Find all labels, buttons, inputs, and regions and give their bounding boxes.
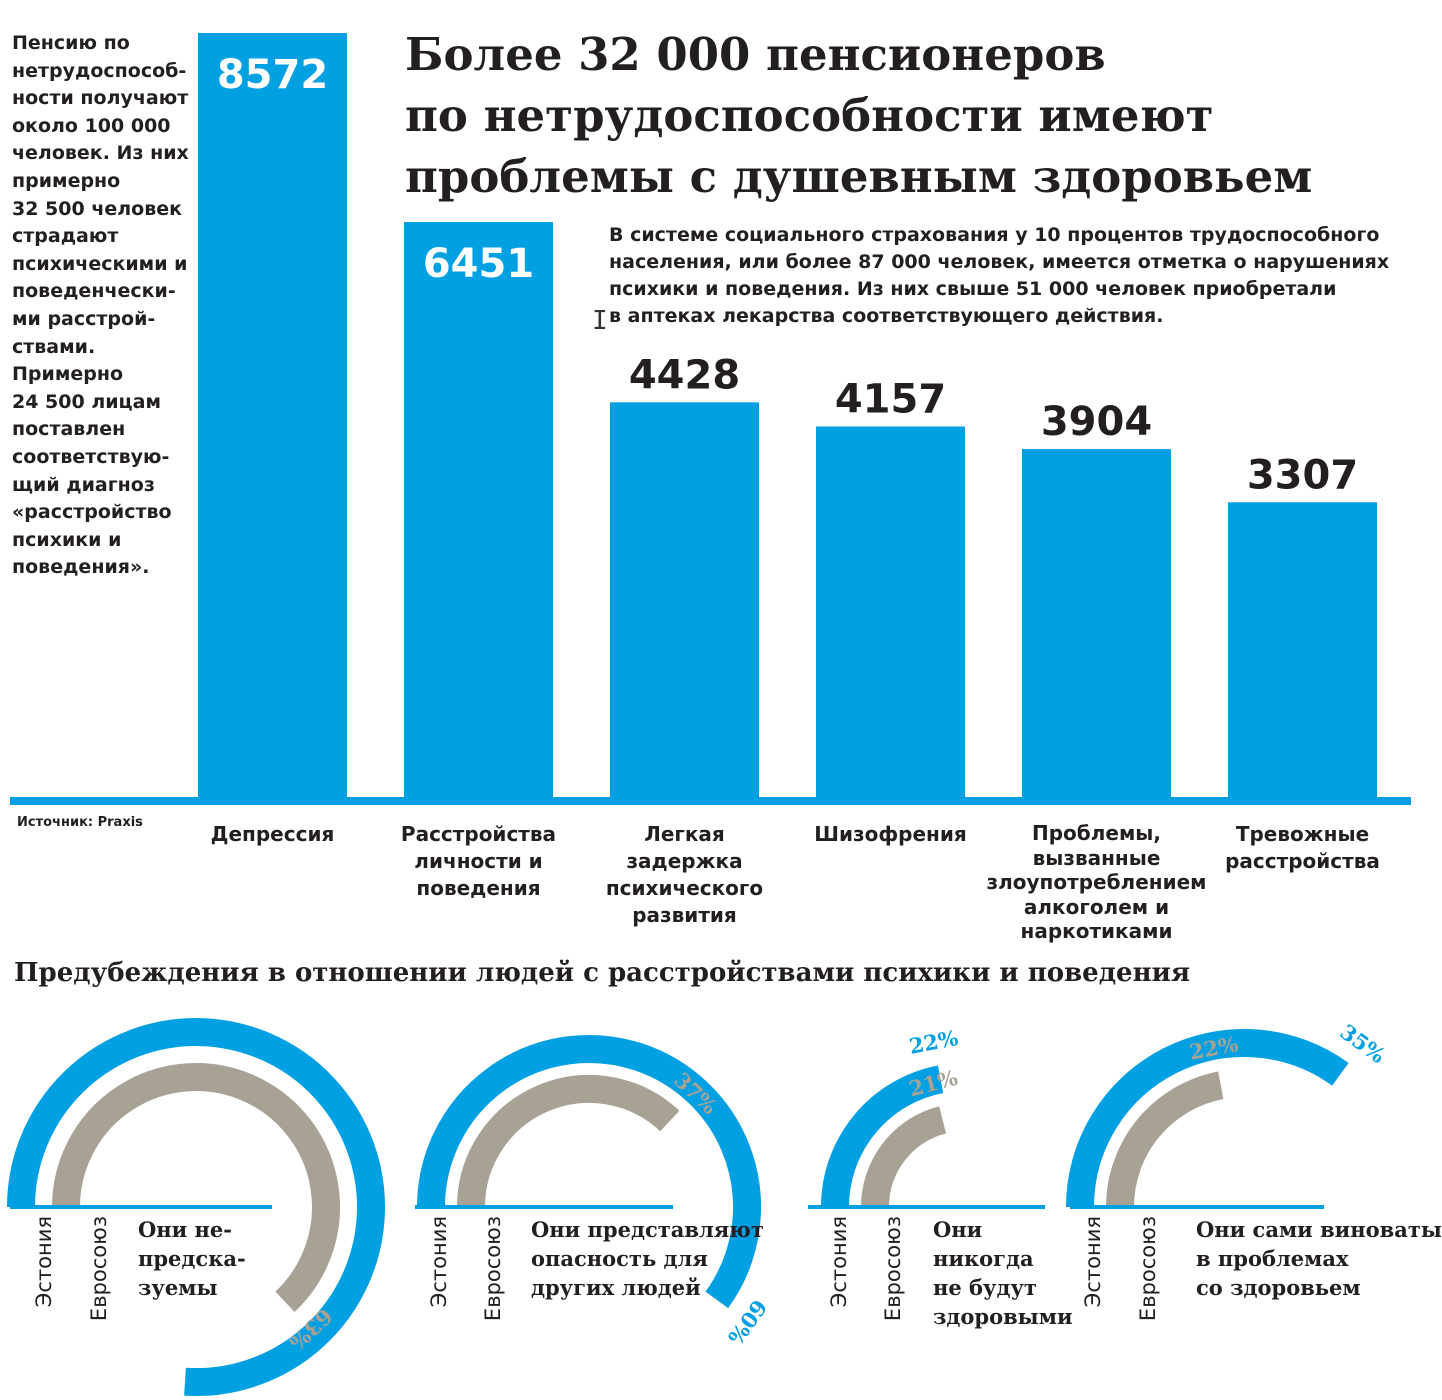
bar <box>816 426 965 797</box>
value-label: 3307 <box>1247 452 1358 498</box>
value-label: 6451 <box>423 241 534 287</box>
category-label: Расстройства личности и поведения <box>400 822 557 900</box>
source-note: Источник: Praxis <box>17 815 143 830</box>
gauge-statement: Они представляют опасность для других лю… <box>531 1217 764 1300</box>
gauge-statement: Они никогда не будут здоровыми <box>933 1217 1073 1329</box>
x-axis-baseline <box>10 797 1411 805</box>
series-label-estonia: Эстония <box>1081 1216 1105 1307</box>
estonia-arc <box>7 1018 385 1397</box>
category-label: Тревожные расстройства <box>1225 822 1380 873</box>
estonia-arc <box>417 1035 761 1309</box>
category-label: Шизофрения <box>814 822 967 846</box>
bar <box>404 222 553 798</box>
bar <box>198 33 347 797</box>
gauge-baseline <box>1070 1205 1324 1209</box>
gauge-baseline <box>808 1205 1045 1209</box>
series-label-eu: Евросоюз <box>87 1216 111 1321</box>
series-label-eu: Евросоюз <box>881 1216 905 1321</box>
estonia-percent-label: 22% <box>907 1025 960 1059</box>
series-label-estonia: Эстония <box>32 1216 56 1307</box>
bar-chart: 8572 6451 4428 4157 3904 3307 <box>10 33 1411 805</box>
series-label-estonia: Эстония <box>827 1216 851 1307</box>
page-title: Более 32 000 пенсионеров по нетрудоспосо… <box>405 28 1313 203</box>
value-label: 4157 <box>835 376 946 422</box>
value-label: 4428 <box>629 352 740 398</box>
eu-arc <box>861 1106 947 1208</box>
category-label: Легкая задержка психического развития <box>605 822 764 927</box>
estonia-arc <box>821 1065 944 1208</box>
gauge-statement: Они сами виноваты в проблемах со здоровь… <box>1196 1217 1442 1300</box>
value-label: 8572 <box>217 52 328 98</box>
estonia-arc <box>1066 1029 1349 1208</box>
bar <box>1228 502 1377 797</box>
eu-percent-label: 21% <box>906 1065 960 1101</box>
bar <box>610 402 759 797</box>
text-cursor-icon: I <box>592 306 608 336</box>
series-label-estonia: Эстония <box>427 1216 451 1307</box>
eu-arc <box>1106 1071 1224 1208</box>
value-label: 3904 <box>1041 399 1152 445</box>
gauge-baseline <box>415 1205 673 1209</box>
series-label-eu: Евросоюз <box>481 1216 505 1321</box>
section-title: Предубеждения в отношении людей с расстр… <box>14 958 1191 988</box>
eu-arc <box>52 1063 340 1312</box>
eu-arc <box>457 1075 680 1208</box>
bar <box>1022 449 1171 797</box>
category-label: Депрессия <box>210 822 335 846</box>
intro-paragraph: В системе социального страхования у 10 п… <box>609 224 1390 327</box>
gauge-baseline <box>10 1205 272 1209</box>
category-label: Проблемы, вызванные злоупотреблением алк… <box>986 821 1207 943</box>
gauge-statement: Они не- предска- зуемы <box>138 1217 246 1300</box>
series-label-eu: Евросоюз <box>1136 1216 1160 1321</box>
side-note: Пенсию по нетрудоспособ- ности получают … <box>12 32 189 579</box>
